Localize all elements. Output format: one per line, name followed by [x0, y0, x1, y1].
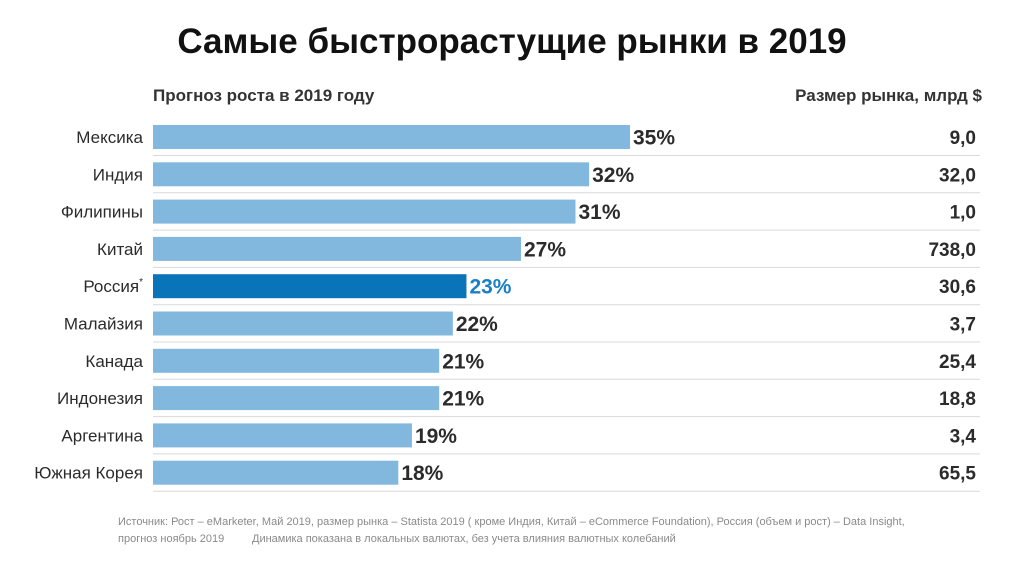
- bar: [153, 125, 630, 149]
- value-label: 23%: [469, 276, 511, 299]
- bar: [153, 162, 590, 187]
- bar: [153, 274, 467, 299]
- forecast-footnote: прогноз ноябрь 2019: [118, 533, 225, 545]
- value-label: 19%: [415, 425, 457, 448]
- bar: [153, 386, 440, 411]
- category-label: Мексика: [76, 128, 143, 147]
- bar: [153, 236, 521, 261]
- category-label: Южная Корея: [34, 464, 143, 483]
- value-label: 18%: [401, 462, 443, 485]
- value-label: 35%: [633, 127, 675, 150]
- market-size-label: 9,0: [950, 128, 976, 149]
- chart-title: Самые быстрорастущие рынки в 2019: [177, 22, 847, 61]
- market-size-label: 3,4: [950, 426, 977, 447]
- category-label: Индонезия: [57, 389, 143, 408]
- market-size-label: 18,8: [939, 389, 976, 410]
- bar: [153, 460, 399, 485]
- growth-subtitle: Прогноз роста в 2019 году: [153, 86, 375, 105]
- market-size-label: 1,0: [950, 203, 976, 224]
- currency-footnote: Динамика показана в локальных валютах, б…: [252, 533, 676, 545]
- bar: [153, 199, 576, 224]
- market-size-label: 32,0: [939, 165, 976, 186]
- value-label: 21%: [442, 350, 484, 373]
- bar: [153, 311, 453, 336]
- value-label: 21%: [442, 388, 484, 411]
- value-label: 27%: [524, 238, 566, 261]
- market-size-subtitle: Размер рынка, млрд $: [795, 86, 982, 105]
- category-label: Канада: [85, 352, 143, 371]
- market-size-label: 738,0: [928, 240, 976, 261]
- bar: [153, 348, 440, 373]
- category-label: Китай: [97, 240, 143, 259]
- category-label: Филипины: [61, 203, 143, 222]
- market-size-label: 25,4: [939, 352, 976, 373]
- category-label: Индия: [93, 165, 143, 184]
- market-size-label: 30,6: [939, 277, 976, 298]
- market-size-label: 3,7: [950, 315, 976, 336]
- category-label: Аргентина: [61, 426, 143, 445]
- market-size-label: 65,5: [939, 464, 976, 485]
- source-footnote: Источник: Рост – eMarketer, Май 2019, ра…: [118, 516, 905, 528]
- value-label: 22%: [456, 313, 498, 336]
- value-label: 32%: [592, 164, 634, 187]
- category-label: Малайзия: [64, 315, 143, 334]
- category-label: Россия*: [83, 277, 143, 296]
- value-label: 31%: [578, 201, 620, 224]
- bar: [153, 423, 412, 448]
